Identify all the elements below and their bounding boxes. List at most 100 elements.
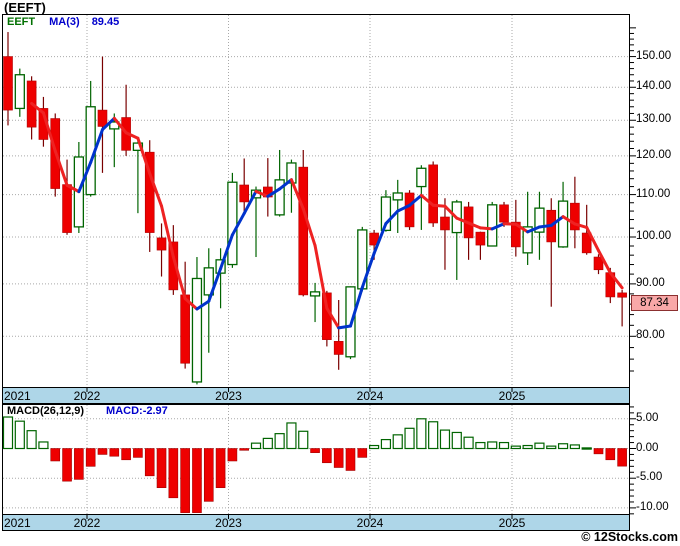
macd-bar-negative bbox=[62, 448, 72, 482]
macd-bar-negative bbox=[345, 448, 356, 471]
candle-down bbox=[404, 192, 415, 228]
axis-tick-label: 0.00 bbox=[636, 441, 659, 454]
price-legend: EEFT MA(3) 89.45 bbox=[7, 16, 119, 28]
ma-segment-down bbox=[148, 172, 164, 208]
axis-tick-label: 140.00 bbox=[636, 80, 672, 93]
ma-segment-up bbox=[372, 222, 388, 255]
macd-bar-negative bbox=[605, 448, 616, 461]
candle-down bbox=[97, 109, 108, 127]
candle-up bbox=[557, 200, 569, 248]
ma-segment-up bbox=[195, 299, 211, 311]
ma-segment-up bbox=[396, 203, 412, 213]
macd-bar-positive bbox=[274, 433, 285, 450]
ma-value: 89.45 bbox=[91, 16, 120, 28]
ma-segment-up bbox=[408, 193, 423, 207]
candle-down bbox=[570, 202, 580, 231]
macd-bar-negative bbox=[109, 448, 120, 457]
macd-xaxis-band bbox=[3, 515, 629, 530]
macd-bar-positive bbox=[38, 441, 49, 450]
ma-segment-down bbox=[254, 189, 270, 198]
ma-segment-down bbox=[431, 203, 447, 208]
ma-segment-up bbox=[242, 189, 258, 215]
candle-up bbox=[227, 181, 238, 266]
macd-bar-negative bbox=[593, 448, 604, 455]
macd-bar-positive bbox=[26, 430, 37, 450]
macd-bar-negative bbox=[156, 448, 167, 489]
candle-up bbox=[392, 192, 403, 201]
axis-tick-label: 110.00 bbox=[636, 187, 671, 200]
axis-tick-label: 120.00 bbox=[636, 148, 672, 161]
macd-bar-positive bbox=[498, 441, 510, 450]
macd-histogram bbox=[2, 416, 627, 513]
candle-down bbox=[617, 292, 627, 298]
macd-bar-positive bbox=[416, 418, 427, 450]
year-label: 2023 bbox=[215, 388, 242, 403]
candle-down bbox=[581, 232, 592, 254]
ma-segment-up bbox=[89, 128, 104, 164]
year-label: 2024 bbox=[356, 388, 384, 403]
copyright-watermark: © 12Stocks.com bbox=[581, 530, 678, 544]
macd-bar-negative bbox=[180, 448, 190, 513]
macd-bar-negative bbox=[97, 448, 108, 455]
candle-down bbox=[440, 216, 450, 231]
price-xaxis-band bbox=[3, 388, 629, 403]
macd-bar-negative bbox=[322, 448, 332, 464]
macd-bar-positive bbox=[569, 444, 580, 450]
ma-segment-down bbox=[136, 136, 152, 176]
axis-tick-label: 130.00 bbox=[636, 113, 672, 126]
macd-name: MACD(26,12,9) bbox=[7, 405, 85, 417]
macd-bar-positive bbox=[581, 447, 592, 450]
candle-down bbox=[3, 56, 13, 111]
candles-group bbox=[3, 32, 627, 385]
candle-down bbox=[62, 184, 72, 233]
ma-segment-down bbox=[112, 116, 128, 135]
macd-bar-negative bbox=[333, 448, 344, 468]
macd-bar-positive bbox=[428, 421, 439, 450]
year-label: 2021 bbox=[4, 388, 31, 403]
axis-tick-label: 80.00 bbox=[636, 329, 665, 342]
candle-up bbox=[14, 74, 25, 110]
year-label: 2022 bbox=[73, 515, 101, 530]
year-label: 2023 bbox=[215, 515, 242, 530]
macd-bar-positive bbox=[250, 442, 262, 450]
ma-segment-up bbox=[219, 233, 234, 271]
candle-down bbox=[144, 151, 155, 233]
macd-bar-negative bbox=[239, 448, 249, 451]
ma-segment-up bbox=[490, 222, 506, 231]
year-label: 2022 bbox=[73, 388, 101, 403]
ma-segment-down bbox=[65, 183, 81, 194]
ma-segment-down bbox=[455, 216, 471, 225]
candle-down bbox=[511, 221, 521, 248]
axis-tick-label: 5.00 bbox=[636, 411, 659, 424]
ma-segment-down bbox=[478, 226, 494, 231]
macd-bar-negative bbox=[617, 448, 627, 467]
ma-segment-up bbox=[230, 211, 246, 237]
year-label: 2024 bbox=[356, 515, 384, 530]
macd-bar-negative bbox=[121, 448, 131, 461]
macd-bar-negative bbox=[50, 448, 61, 462]
ma-segment-up bbox=[77, 160, 93, 194]
macd-bar-positive bbox=[487, 441, 498, 450]
macd-bar-positive bbox=[286, 422, 297, 450]
macd-bar-positive bbox=[439, 429, 451, 450]
ma-segment-up bbox=[537, 223, 553, 229]
macd-value: MACD:-2.97 bbox=[106, 405, 168, 417]
candle-down bbox=[239, 184, 249, 203]
last-price-tag: 87.34 bbox=[631, 295, 678, 311]
candle-up bbox=[416, 167, 427, 188]
ma-segment-down bbox=[573, 222, 589, 229]
ma-segment-down bbox=[502, 222, 518, 226]
macd-bar-negative bbox=[203, 448, 214, 502]
symbol-label: EEFT bbox=[7, 16, 36, 28]
x-axis-main: 2021 2022 2023 2024 2025 bbox=[0, 388, 630, 403]
x-axis-macd: 2021 2022 2023 2024 2025 bbox=[0, 515, 630, 530]
axis-tick-label: -10.00 bbox=[636, 500, 669, 513]
ma-segment-up bbox=[549, 215, 565, 227]
macd-legend: MACD(26,12,9) MACD:-2.97 bbox=[7, 405, 168, 417]
macd-bar-positive bbox=[14, 420, 25, 450]
ma-segment-down bbox=[419, 193, 435, 207]
macd-bar-positive bbox=[510, 445, 521, 450]
macd-bar-negative bbox=[192, 448, 202, 513]
